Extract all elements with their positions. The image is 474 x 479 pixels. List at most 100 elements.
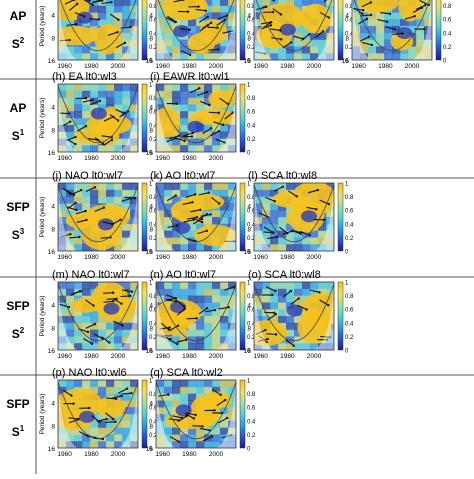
- y-tick-label: 16: [48, 446, 56, 453]
- field-cell: [106, 380, 115, 387]
- y-tick-label: 8: [51, 226, 55, 233]
- y-tick-label: 4: [345, 13, 349, 20]
- field-cell: [278, 237, 287, 244]
- field-cell: [114, 380, 123, 387]
- field-cell: [82, 282, 91, 289]
- field-cell: [188, 380, 197, 387]
- phase-arrow-head: [178, 135, 180, 137]
- low-coherence-blob: [187, 121, 203, 133]
- field-cell: [196, 441, 205, 448]
- field-cell: [122, 323, 131, 330]
- phase-arrow-head: [191, 201, 193, 203]
- phase-arrow-head: [322, 30, 324, 32]
- field-cell: [270, 210, 279, 217]
- low-coherence-blob: [91, 107, 107, 119]
- field-cell: [180, 145, 189, 152]
- phase-arrow-head: [69, 120, 71, 122]
- field-cell: [82, 380, 91, 387]
- field-cell: [270, 282, 279, 289]
- colorbar: [142, 282, 147, 350]
- field-cell: [212, 6, 221, 13]
- panel-title: (h) EA lt0:wl3: [52, 71, 117, 83]
- field-cell: [302, 244, 311, 251]
- phase-arrow-head: [206, 307, 208, 309]
- field-cell: [270, 296, 279, 303]
- field-cell: [180, 190, 189, 197]
- x-tick-label: 1980: [182, 353, 197, 360]
- panel-title: (j) NAO lt0:wl7: [52, 170, 123, 182]
- phase-arrow-head: [315, 208, 317, 210]
- coherence-field: [156, 380, 237, 449]
- colorbar-tick-label: 0.6: [345, 209, 354, 215]
- x-tick-label: 1960: [155, 254, 170, 261]
- field-cell: [204, 380, 213, 387]
- field-cell: [294, 0, 303, 6]
- phase-arrow-head: [117, 119, 119, 121]
- field-cell: [204, 282, 213, 289]
- phase-arrow-head: [99, 100, 101, 102]
- field-cell: [180, 244, 189, 251]
- x-tick-label: 2000: [111, 155, 126, 162]
- coherence-field: [153, 84, 238, 153]
- phase-arrow-head: [68, 306, 70, 308]
- field-cell: [278, 343, 287, 350]
- phase-arrow-head: [210, 127, 212, 129]
- field-cell: [220, 282, 229, 289]
- phase-arrow-head: [209, 213, 211, 215]
- coherence-field: [52, 380, 138, 449]
- y-tick-label: 8: [149, 226, 153, 233]
- field-cell: [188, 330, 197, 337]
- phase-arrow-head: [184, 308, 186, 310]
- phase-arrow-head: [208, 104, 210, 106]
- low-coherence-blob: [173, 25, 189, 37]
- phase-arrow-head: [130, 392, 132, 394]
- coherence-field: [254, 0, 335, 61]
- phase-arrow-head: [189, 28, 191, 30]
- field-cell: [122, 84, 131, 91]
- field-cell: [262, 203, 271, 210]
- x-tick-label: 2000: [111, 63, 126, 70]
- y-tick-label: 8: [149, 35, 153, 42]
- phase-arrow-head: [210, 22, 212, 24]
- coherence-blob: [200, 19, 228, 45]
- phase-arrow-head: [293, 344, 295, 346]
- phase-arrow-head: [105, 418, 107, 420]
- field-cell: [294, 244, 303, 251]
- field-cell: [98, 323, 107, 330]
- y-tick-label: 16: [244, 249, 252, 256]
- phase-arrow-head: [120, 302, 122, 304]
- field-cell: [262, 0, 271, 6]
- phase-arrow-head: [217, 48, 219, 50]
- x-tick-label: 1960: [57, 63, 72, 70]
- phase-arrow-head: [362, 9, 364, 11]
- field-cell: [114, 84, 123, 91]
- phase-arrow-head: [199, 209, 201, 211]
- colorbar-tick-label: 0: [247, 447, 251, 453]
- phase-arrow-head: [192, 219, 194, 221]
- field-cell: [74, 104, 83, 111]
- x-tick-label: 2000: [307, 353, 322, 360]
- field-cell: [212, 380, 221, 387]
- phase-arrow-head: [98, 18, 100, 20]
- field-cell: [196, 282, 205, 289]
- field-cell: [172, 91, 181, 98]
- field-cell: [188, 98, 197, 105]
- colorbar: [338, 282, 343, 350]
- phase-arrow-head: [386, 21, 388, 23]
- phase-arrow-head: [92, 4, 94, 6]
- field-cell: [106, 84, 115, 91]
- field-cell: [74, 46, 83, 53]
- phase-arrow-head: [206, 213, 208, 215]
- field-cell: [122, 414, 131, 421]
- row-index-label: S2: [12, 36, 25, 51]
- row-index-label: S2: [12, 326, 25, 341]
- field-cell: [114, 0, 123, 6]
- x-tick-label: 2000: [209, 155, 224, 162]
- field-cell: [294, 40, 303, 47]
- phase-arrow-head: [124, 42, 126, 44]
